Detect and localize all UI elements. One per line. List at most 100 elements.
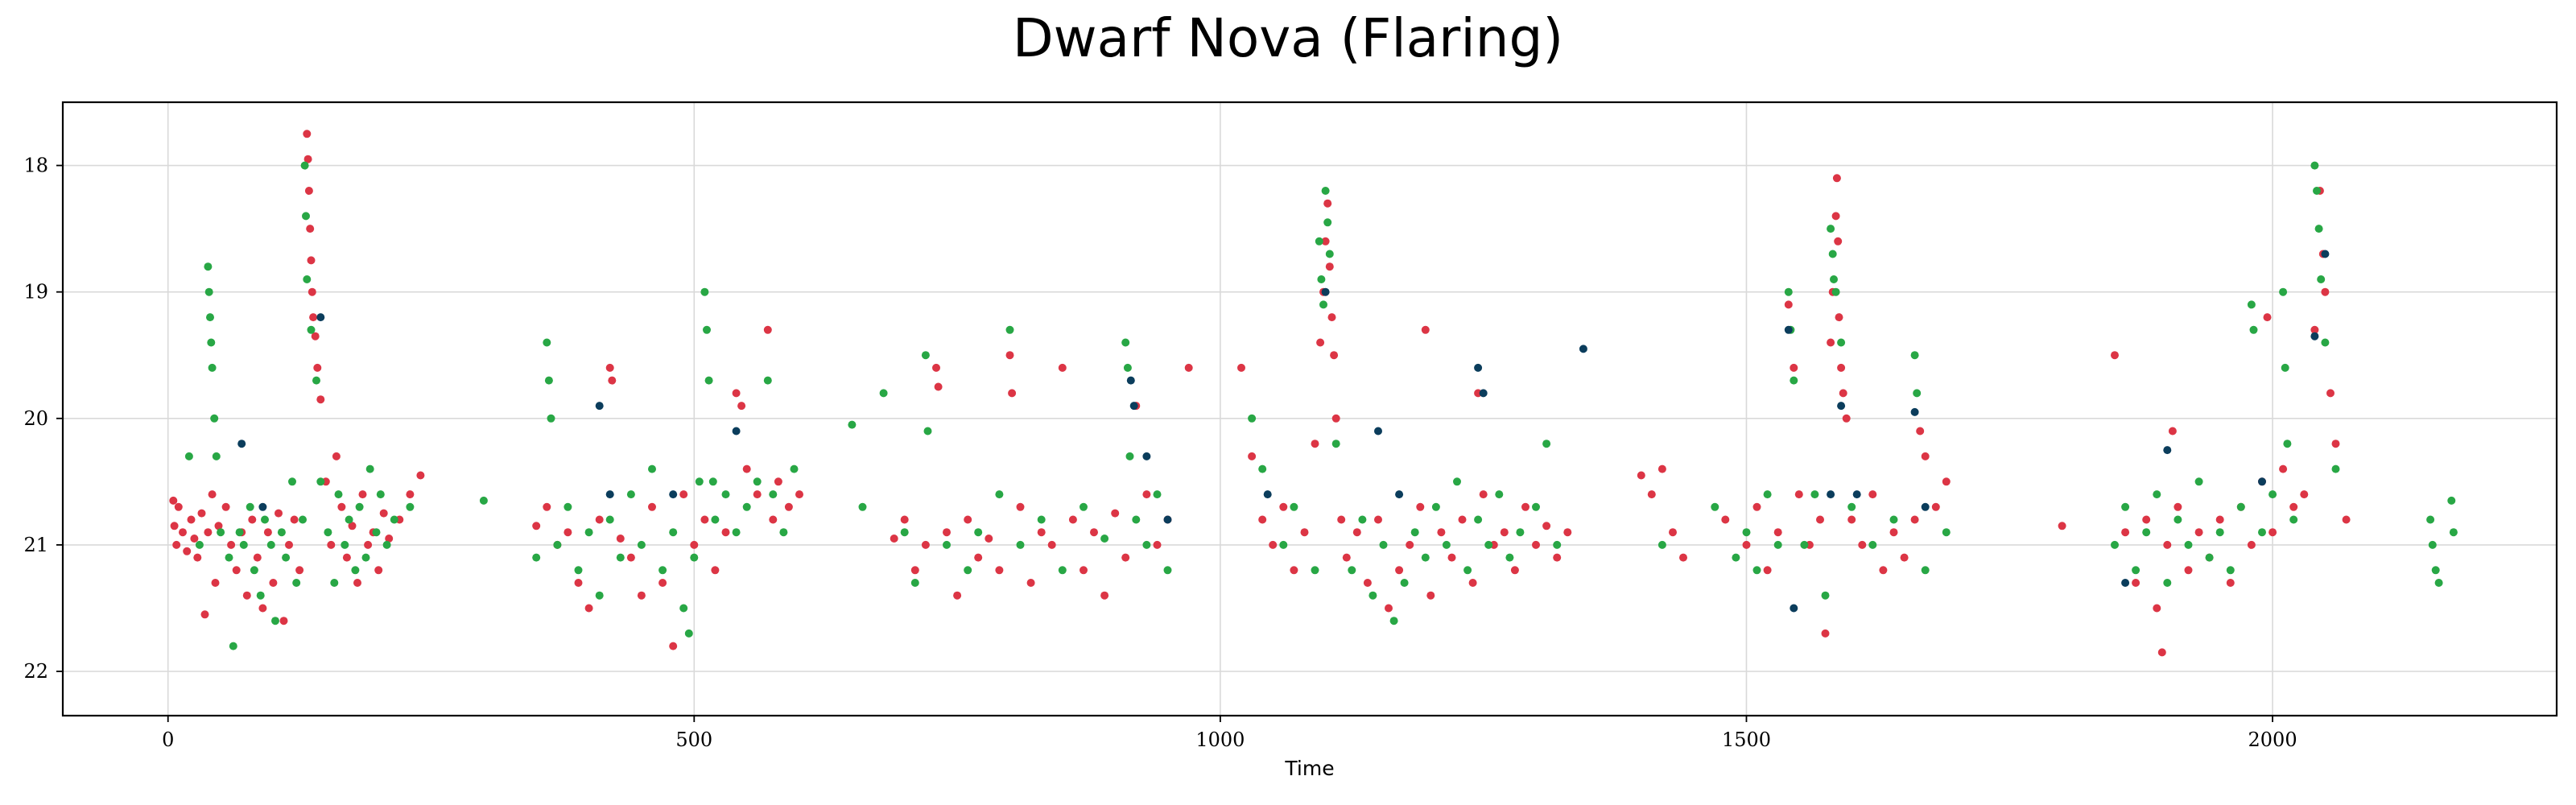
data-point bbox=[372, 528, 381, 537]
data-point bbox=[316, 395, 325, 404]
data-point bbox=[1837, 338, 1846, 347]
data-point bbox=[1790, 376, 1798, 385]
data-point bbox=[1121, 338, 1130, 347]
data-point bbox=[1810, 490, 1819, 499]
data-point bbox=[2174, 515, 2182, 524]
data-point bbox=[1553, 540, 1562, 549]
data-point bbox=[2205, 553, 2214, 562]
data-point bbox=[1842, 414, 1851, 423]
series-2 bbox=[237, 250, 2330, 613]
data-point bbox=[584, 528, 593, 537]
data-point bbox=[574, 566, 583, 575]
data-point bbox=[1821, 591, 1830, 600]
data-point bbox=[953, 591, 962, 600]
data-point bbox=[1637, 471, 1645, 480]
data-point bbox=[2194, 528, 2203, 537]
data-point bbox=[246, 502, 254, 511]
data-point bbox=[1316, 338, 1325, 347]
data-point bbox=[1163, 515, 1172, 524]
data-point bbox=[1913, 389, 1922, 398]
data-point bbox=[1300, 528, 1309, 537]
data-point bbox=[306, 225, 315, 233]
data-point bbox=[921, 351, 930, 360]
data-point bbox=[312, 376, 320, 385]
data-point bbox=[308, 287, 316, 296]
data-point bbox=[1421, 553, 1430, 562]
data-point bbox=[1379, 540, 1388, 549]
data-point bbox=[1058, 566, 1067, 575]
data-points bbox=[169, 130, 2458, 657]
data-point bbox=[711, 566, 720, 575]
data-point bbox=[1237, 363, 1245, 372]
data-point bbox=[187, 515, 196, 524]
data-point bbox=[2153, 604, 2161, 613]
data-point bbox=[1942, 477, 1951, 486]
data-point bbox=[292, 579, 301, 587]
data-point bbox=[732, 389, 741, 398]
data-point bbox=[1858, 540, 1867, 549]
data-point bbox=[1321, 187, 1330, 195]
data-point bbox=[2431, 566, 2440, 575]
data-point bbox=[1474, 515, 1483, 524]
data-point bbox=[390, 515, 398, 524]
data-point bbox=[964, 515, 972, 524]
data-point bbox=[1321, 237, 1330, 246]
data-point bbox=[1129, 402, 1138, 411]
data-point bbox=[211, 579, 220, 587]
data-point bbox=[574, 579, 583, 587]
data-point bbox=[327, 540, 336, 549]
data-point bbox=[1847, 515, 1856, 524]
data-point bbox=[1080, 502, 1088, 511]
data-point bbox=[1827, 490, 1835, 499]
data-point bbox=[595, 515, 604, 524]
data-point bbox=[1153, 490, 1162, 499]
data-point bbox=[1553, 553, 1562, 562]
data-point bbox=[200, 610, 209, 619]
data-point bbox=[605, 363, 614, 372]
data-point bbox=[208, 363, 217, 372]
data-point bbox=[1868, 540, 1877, 549]
data-point bbox=[1821, 629, 1830, 638]
data-point bbox=[890, 535, 898, 543]
y-tick-label: 20 bbox=[23, 407, 48, 430]
data-point bbox=[658, 566, 667, 575]
data-point bbox=[1319, 300, 1327, 309]
data-point bbox=[1389, 617, 1398, 625]
data-point bbox=[1395, 566, 1404, 575]
data-point bbox=[1784, 300, 1793, 309]
data-point bbox=[1479, 490, 1488, 499]
data-point bbox=[1016, 540, 1025, 549]
data-point bbox=[303, 275, 312, 283]
data-point bbox=[737, 402, 746, 411]
data-point bbox=[1463, 566, 1472, 575]
data-point bbox=[1100, 535, 1109, 543]
data-point bbox=[1311, 440, 1319, 448]
data-point bbox=[479, 496, 488, 505]
data-point bbox=[193, 553, 202, 562]
data-point bbox=[237, 440, 246, 448]
data-point bbox=[1837, 363, 1846, 372]
data-point bbox=[261, 515, 269, 524]
data-point bbox=[263, 528, 272, 537]
data-point bbox=[1910, 515, 1919, 524]
data-point bbox=[679, 604, 688, 613]
data-point bbox=[1784, 325, 1793, 334]
data-point bbox=[416, 471, 425, 480]
data-point bbox=[584, 604, 593, 613]
data-point bbox=[204, 287, 213, 296]
data-point bbox=[2434, 579, 2443, 587]
data-point bbox=[2300, 490, 2309, 499]
data-point bbox=[2058, 522, 2066, 530]
data-point bbox=[626, 490, 635, 499]
data-point bbox=[974, 553, 983, 562]
data-point bbox=[1516, 528, 1525, 537]
data-point bbox=[1437, 528, 1446, 537]
data-point bbox=[2226, 566, 2235, 575]
data-point bbox=[2321, 250, 2330, 258]
data-point bbox=[406, 502, 415, 511]
x-tick-label: 2000 bbox=[2248, 729, 2297, 751]
data-point bbox=[1315, 237, 1323, 246]
data-point bbox=[358, 490, 367, 499]
data-point bbox=[1330, 351, 1339, 360]
data-point bbox=[543, 338, 551, 347]
